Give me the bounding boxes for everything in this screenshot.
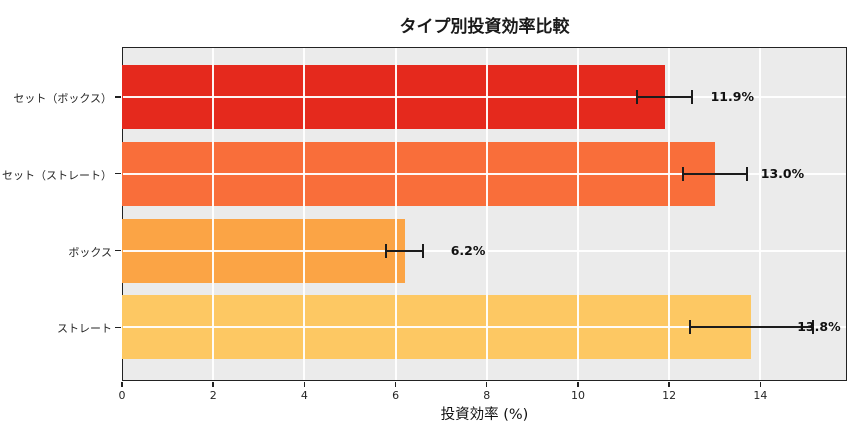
x-tick-label: 4 <box>300 389 308 402</box>
x-tick-mark <box>212 382 214 387</box>
grid-line-x <box>668 48 671 380</box>
grid-line-x <box>303 48 306 380</box>
bar-value-label: 11.9% <box>710 89 754 104</box>
x-tick-mark <box>486 382 488 387</box>
error-bar-cap <box>811 320 814 335</box>
grid-line-y <box>123 172 846 175</box>
x-tick-mark <box>121 382 123 387</box>
grid-line-y <box>123 326 846 329</box>
error-bar <box>682 172 747 175</box>
error-bar-cap <box>745 166 748 181</box>
x-tick-label: 8 <box>483 389 491 402</box>
x-tick-label: 14 <box>753 389 768 402</box>
x-tick-label: 2 <box>209 389 217 402</box>
y-tick-mark <box>115 326 121 329</box>
grid-line-x <box>576 48 579 380</box>
x-axis-label: 投資効率 (%) <box>440 407 529 423</box>
y-tick-label: ストレート <box>57 322 112 336</box>
x-tick-label: 12 <box>662 389 677 402</box>
x-tick-label: 0 <box>118 389 126 402</box>
x-tick-mark <box>577 382 579 387</box>
y-tick-label: セット（ストレート） <box>2 168 112 182</box>
x-tick-mark <box>759 382 762 387</box>
bar-value-label: 13.8% <box>797 319 841 335</box>
error-bar-cap <box>690 90 693 104</box>
error-bar <box>386 249 423 252</box>
grid-line-x <box>485 48 488 380</box>
error-bar-cap <box>385 243 388 258</box>
error-bar-cap <box>421 243 424 258</box>
grid-line-y <box>123 249 846 252</box>
grid-line-x <box>759 48 762 380</box>
error-bar <box>637 96 692 98</box>
grid-line-x <box>212 48 215 380</box>
x-tick-label: 6 <box>392 389 400 402</box>
y-tick-mark <box>115 173 121 175</box>
x-tick-mark <box>394 382 397 387</box>
x-tick-mark <box>668 382 670 387</box>
y-tick-label: ボックス <box>68 245 112 259</box>
x-tick-label: 10 <box>570 389 585 402</box>
error-bar-cap <box>636 90 639 104</box>
x-tick-mark <box>303 382 306 387</box>
grid-line-x <box>394 48 397 380</box>
error-bar-cap <box>681 166 684 181</box>
y-tick-mark <box>115 249 121 252</box>
y-tick-mark <box>115 96 121 98</box>
bar-value-label: 13.0% <box>760 165 805 181</box>
bar-value-label: 6.2% <box>450 242 486 258</box>
grid-line-y <box>123 96 846 98</box>
chart-title: タイプ別投資効率比較 <box>399 17 570 37</box>
error-bar <box>689 326 813 329</box>
y-tick-label: セット（ボックス） <box>13 92 112 105</box>
error-bar-cap <box>688 320 691 335</box>
